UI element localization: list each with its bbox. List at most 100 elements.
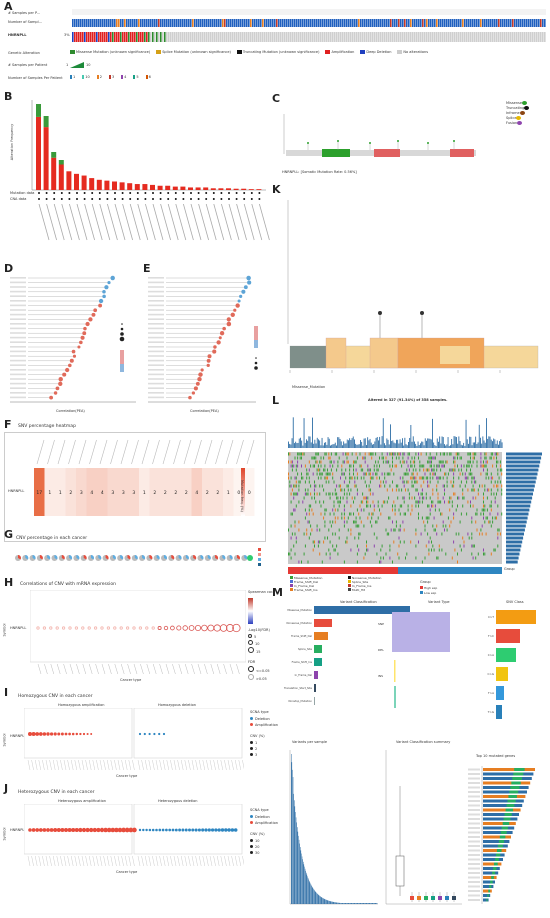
gene-bar xyxy=(506,504,531,508)
tick-label-placeholder xyxy=(173,439,181,465)
mutation-cell xyxy=(403,480,405,484)
dot xyxy=(38,198,40,200)
dot xyxy=(121,198,124,200)
mutation-cell xyxy=(432,504,434,508)
mutation-cell xyxy=(399,524,401,528)
sample-bar xyxy=(369,903,370,904)
alteration-cell xyxy=(230,32,232,42)
top-bar xyxy=(290,444,292,448)
mutation-cell xyxy=(372,472,374,476)
row-label-placeholder xyxy=(148,396,164,399)
alteration-cell xyxy=(508,32,510,42)
sample-bar xyxy=(446,19,448,27)
legend-text: Fusion xyxy=(506,121,518,125)
mutation-cell xyxy=(416,488,418,492)
correlation-dot xyxy=(188,625,195,631)
panel-f-title: SNV percentage heatmap xyxy=(18,424,76,429)
mutation-cell xyxy=(369,468,371,472)
mutation-cell xyxy=(371,524,373,528)
sample-bar xyxy=(202,19,204,27)
box xyxy=(452,896,456,900)
correlation-dot xyxy=(42,626,46,630)
mutation-cell xyxy=(498,476,500,480)
mutation-cell xyxy=(377,500,379,504)
mutation-cell xyxy=(466,464,468,468)
legend-item: Deletion xyxy=(250,814,278,820)
cnv-dot xyxy=(90,733,93,735)
sample-bar xyxy=(270,19,272,27)
mutation-cell xyxy=(342,452,344,456)
top-bar xyxy=(332,444,334,448)
cnv-dot xyxy=(201,828,205,832)
tick-label-placeholder xyxy=(141,855,144,867)
row-label-placeholder xyxy=(148,392,164,394)
mutation-cell xyxy=(299,452,301,456)
alteration-cell xyxy=(300,32,302,42)
class-bar xyxy=(314,606,410,614)
mutation-cell xyxy=(308,536,310,540)
gene-label-placeholder xyxy=(468,849,480,852)
cell-value: 2 xyxy=(174,490,177,496)
sample-bar xyxy=(324,19,326,27)
sample-bar xyxy=(442,19,444,27)
sample-bar xyxy=(76,19,78,27)
lollipop-point xyxy=(102,290,106,294)
panel-g-title: CNV percentage in each cancer xyxy=(16,536,88,541)
mutation-cell xyxy=(334,452,336,456)
dot xyxy=(159,198,162,200)
mutation-cell xyxy=(432,492,434,496)
gene-bar xyxy=(483,813,519,816)
cnv-dot xyxy=(110,827,116,833)
top-bar xyxy=(385,445,387,448)
mutation-point xyxy=(427,142,429,144)
panel-m-label: M xyxy=(272,586,283,599)
alteration-cell xyxy=(178,32,180,42)
sample-bar xyxy=(318,895,320,904)
cnv-dot xyxy=(35,732,40,736)
row-label-placeholder xyxy=(148,364,164,366)
top-bar xyxy=(463,442,465,448)
legend-swatch xyxy=(236,50,242,54)
mutation-cell xyxy=(317,476,319,480)
mutation-cell xyxy=(346,520,348,524)
mutation-cell xyxy=(367,496,369,500)
mutation-cell xyxy=(345,468,347,472)
sample-bar xyxy=(522,19,524,27)
legend-text: 10 xyxy=(255,839,260,843)
mutation-cell xyxy=(403,496,405,500)
mutation-cell xyxy=(304,516,306,520)
mutation-cell xyxy=(425,452,427,456)
mutation-cell xyxy=(429,452,431,456)
mutation-cell xyxy=(501,468,503,472)
top-bar xyxy=(462,445,463,448)
mutation-cell xyxy=(428,552,430,556)
alteration-cell xyxy=(344,32,346,42)
mutation-cell xyxy=(471,476,473,480)
mutation-cell xyxy=(347,460,349,464)
panel-i-ylabel: Symbol xyxy=(2,733,7,747)
mutation-cell xyxy=(363,496,365,500)
mutation-cell xyxy=(306,528,308,532)
sample-bar xyxy=(200,19,202,27)
mutation-cell xyxy=(329,496,331,500)
mutation-cell xyxy=(496,460,497,464)
cnv-dot xyxy=(35,828,40,832)
sample-bar xyxy=(218,19,220,27)
mutation-cell xyxy=(329,512,331,516)
alteration-cell xyxy=(222,32,224,42)
mutation-cell xyxy=(290,536,292,540)
alteration-cell xyxy=(400,32,402,42)
alteration-cell xyxy=(408,32,410,42)
mutation-cell xyxy=(416,472,418,476)
mutation-cell xyxy=(437,492,439,496)
mutation-cell xyxy=(434,508,436,512)
mutation-cell xyxy=(293,464,295,468)
tick-label-placeholder xyxy=(259,204,270,241)
mutation-cell xyxy=(481,484,483,488)
cnv-dot xyxy=(184,828,188,832)
tick-label-placeholder xyxy=(89,439,97,465)
mutation-cell xyxy=(494,516,496,520)
tick-label-placeholder xyxy=(128,759,132,771)
mutation-cell xyxy=(501,488,503,492)
alteration-cell xyxy=(534,32,536,42)
